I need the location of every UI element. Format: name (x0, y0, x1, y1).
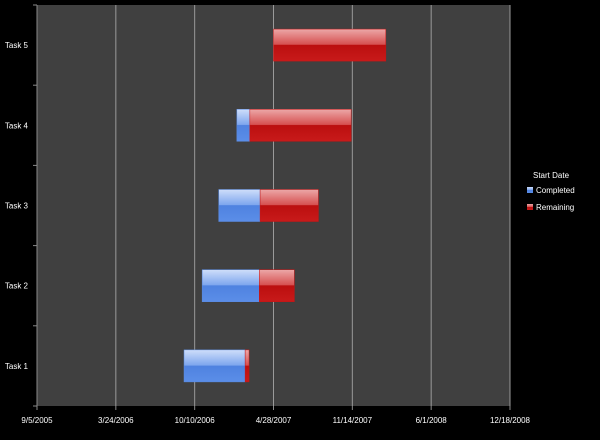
legend-swatch-remaining (527, 204, 533, 210)
bar-remaining (249, 109, 352, 142)
bar-completed (236, 109, 251, 142)
y-tick-label: Task 5 (5, 41, 29, 50)
x-tick-label: 10/10/2006 (175, 416, 216, 425)
legend-title: Start Date (533, 171, 570, 180)
x-tick-label: 6/1/2008 (416, 416, 448, 425)
legend-label-completed: Completed (536, 186, 575, 195)
bar-remaining (273, 28, 387, 62)
bar-remaining (244, 349, 250, 383)
y-tick-label: Task 4 (5, 121, 29, 130)
y-tick-label: Task 1 (5, 362, 29, 371)
x-tick-label: 3/24/2006 (98, 416, 134, 425)
bar-completed (218, 189, 261, 222)
bar-completed (183, 349, 246, 383)
bar-remaining (259, 189, 319, 222)
y-tick-label: Task 3 (5, 202, 29, 211)
bar-completed (201, 269, 260, 302)
x-tick-label: 11/14/2007 (333, 416, 373, 425)
legend-swatch-completed (527, 187, 533, 193)
x-tick-label: 12/18/2008 (490, 416, 531, 425)
x-tick-label: 9/5/2005 (21, 416, 53, 425)
y-axis-labels: Task 1 Task 2 Task 3 Task 4 Task 5 (5, 4, 37, 407)
bar-remaining (259, 269, 295, 302)
y-tick-label: Task 2 (5, 282, 29, 291)
legend: Start Date Completed Remaining (527, 171, 575, 212)
x-tick-label: 4/28/2007 (256, 416, 292, 425)
legend-label-remaining: Remaining (536, 203, 574, 212)
bars (183, 28, 387, 383)
x-axis-labels: 9/5/2005 3/24/2006 10/10/2006 4/28/2007 11/1… (21, 406, 531, 425)
